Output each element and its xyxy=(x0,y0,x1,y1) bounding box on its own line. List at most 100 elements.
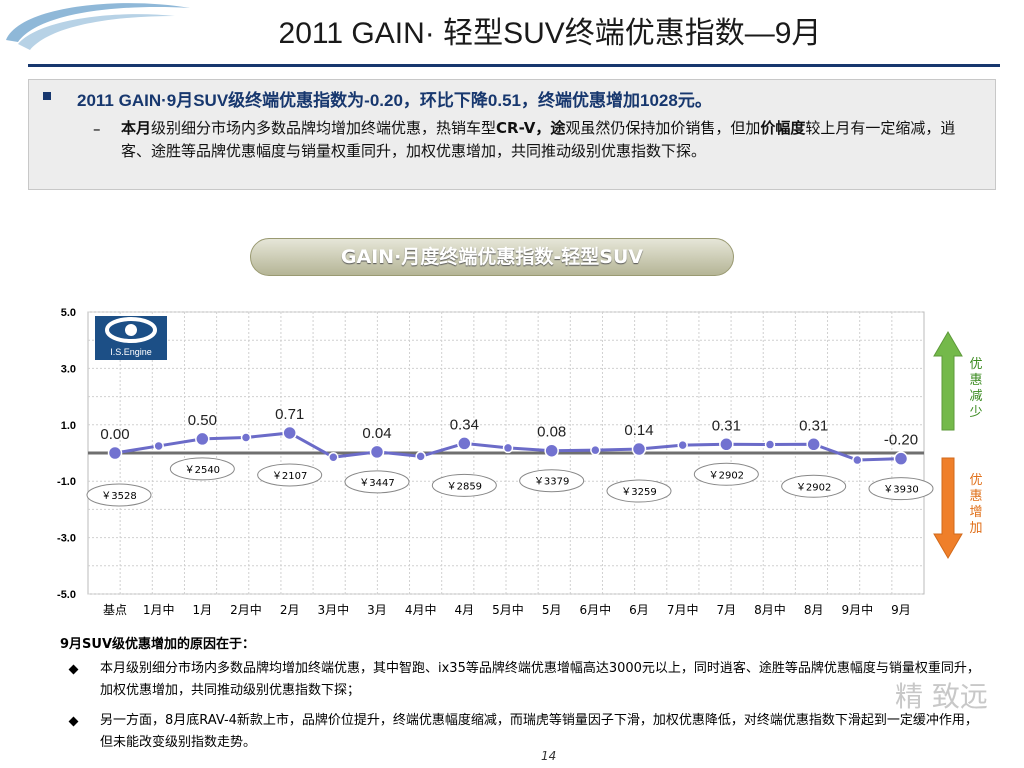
reason-text: 本月级别细分市场内多数品牌均增加终端优惠，其中智跑、ix35等品牌终端优惠增幅高… xyxy=(100,661,980,698)
y-tick-label: -3.0 xyxy=(57,533,76,545)
arrow-down-icon xyxy=(933,457,963,559)
data-point xyxy=(852,454,863,466)
price-bubble xyxy=(519,469,585,493)
summary-detail-bold-1: 本月 xyxy=(121,119,152,137)
x-tick-label: 1月中 xyxy=(143,602,175,617)
chart-axes: 5.0 3.0 1.0 -1.0 -3.0 -5.0 基点 1月中 1月 2月中 2月 3月中 3月 4月… xyxy=(57,307,924,617)
price-bubble xyxy=(257,463,323,487)
summary-dash: – xyxy=(93,120,101,138)
summary-box: 2011 GAIN·9月SUV级终端优惠指数为-0.20，环比下降0.51，终端… xyxy=(28,79,996,190)
side-label-top: 减 xyxy=(969,389,982,404)
price-label: ￥2902 xyxy=(796,482,831,493)
slide-title: 2011 GAIN· 轻型SUV终端优惠指数—9月 xyxy=(278,17,822,50)
side-label-top: 少 xyxy=(969,405,982,420)
summary-detail-text-2: 观虽然仍保持加价销售，但加 xyxy=(565,119,761,137)
data-point xyxy=(369,444,385,460)
price-label: ￥2859 xyxy=(447,481,482,492)
summary-detail-bold-2: CR-V，途 xyxy=(496,119,566,137)
price-label: ￥3447 xyxy=(359,478,394,489)
data-point xyxy=(240,432,252,443)
side-arrows xyxy=(933,331,963,559)
summary-detail: 本月级别细分市场内多数品牌均增加终端优惠，热销车型CR-V，途观虽然仍保持加价销… xyxy=(121,117,981,163)
price-bubble xyxy=(868,477,934,501)
x-tick-label: 6月中 xyxy=(580,602,612,617)
price-bubble xyxy=(86,483,152,507)
summary-detail-text-3: 较上月有一定缩减，逍客、途胜等品牌优惠幅度与销量权重同升，加权优惠增加，共同推动… xyxy=(121,119,956,160)
line-chart: 5.0 3.0 1.0 -1.0 -3.0 -5.0 基点 1月中 1月 2月中 2月 3月中 3月 4月… xyxy=(57,307,982,617)
price-label: ￥3528 xyxy=(101,491,136,502)
price-label: ￥2540 xyxy=(185,465,220,476)
y-tick-label: 1.0 xyxy=(61,420,76,432)
price-bubble xyxy=(169,457,235,481)
side-label-bottom: 优 xyxy=(969,473,982,488)
side-label-top: 惠 xyxy=(969,373,982,388)
data-label: 0.14 xyxy=(624,422,653,439)
y-tick-label: 3.0 xyxy=(61,363,76,375)
x-tick-label: 9月中 xyxy=(842,602,874,617)
price-label: ￥3379 xyxy=(534,477,569,488)
data-labels: 0.00 0.50 0.71 0.04 0.34 0.08 0.14 0.31 0.31 -0.2… xyxy=(100,406,918,449)
data-point xyxy=(282,425,297,441)
series-line xyxy=(107,425,909,466)
price-bubble xyxy=(606,479,672,503)
x-tick-label: 9月 xyxy=(891,603,911,617)
data-label: 0.31 xyxy=(799,417,828,434)
data-point xyxy=(107,445,123,461)
data-point xyxy=(806,437,821,452)
data-label: -0.20 xyxy=(884,432,918,449)
x-tick-label: 7月中 xyxy=(667,602,699,617)
x-tick-label: 4月 xyxy=(455,603,475,617)
x-tick-label: 5月 xyxy=(542,603,562,617)
x-tick-label: 基点 xyxy=(103,603,127,617)
x-tick-label: 2月 xyxy=(280,603,300,617)
data-label: 0.71 xyxy=(275,406,304,423)
side-label-top: 优 xyxy=(969,357,982,372)
price-label: ￥2107 xyxy=(272,471,307,482)
data-point xyxy=(893,451,909,466)
side-label-bottom: 惠 xyxy=(969,489,982,504)
data-point xyxy=(677,439,688,451)
x-tick-label: 3月中 xyxy=(318,602,350,617)
engine-logo: I.S.Engine xyxy=(95,316,167,360)
data-point xyxy=(590,444,601,456)
price-bubble xyxy=(431,473,497,497)
data-label: 0.50 xyxy=(188,412,217,429)
summary-detail-text-1: 级别细分市场内多数品牌均增加终端优惠，热销车型 xyxy=(151,119,497,137)
price-bubble xyxy=(781,474,847,498)
data-point xyxy=(457,436,472,451)
arrow-up-icon xyxy=(933,331,963,431)
data-point xyxy=(328,451,339,463)
chart-title: GAIN·月度终端优惠指数-轻型SUV xyxy=(250,238,734,276)
data-label: 0.00 xyxy=(100,426,129,443)
price-bubble xyxy=(693,462,759,486)
data-point xyxy=(719,437,734,452)
y-tick-label: 5.0 xyxy=(61,307,76,319)
price-label: ￥2902 xyxy=(709,470,744,481)
price-label: ￥3930 xyxy=(883,485,918,496)
x-tick-label: 7月 xyxy=(717,603,737,617)
data-label: 0.34 xyxy=(450,416,479,433)
diamond-bullet-icon xyxy=(68,664,79,675)
side-label-bottom: 增 xyxy=(969,505,982,520)
price-bubble xyxy=(344,470,410,494)
data-point xyxy=(415,451,426,462)
y-tick-label: -1.0 xyxy=(57,476,76,488)
page-number: 14 xyxy=(541,749,557,763)
x-tick-label: 2月中 xyxy=(230,602,262,617)
x-tick-label: 8月 xyxy=(804,603,824,617)
side-label-bottom: 加 xyxy=(969,521,982,536)
data-point xyxy=(764,439,776,450)
data-label: 0.08 xyxy=(537,424,566,441)
y-tick-label: -5.0 xyxy=(57,589,76,601)
engine-logo-text: I.S.Engine xyxy=(110,347,152,357)
x-tick-label: 5月中 xyxy=(492,602,524,617)
x-tick-label: 3月 xyxy=(367,603,387,617)
price-label: ￥3259 xyxy=(621,487,656,498)
summary-headline: 2011 GAIN·9月SUV级终端优惠指数为-0.20，环比下降0.51，终端… xyxy=(77,91,712,110)
x-tick-label: 6月 xyxy=(629,603,649,617)
data-point xyxy=(631,441,647,457)
data-point xyxy=(544,443,559,458)
reason-text: 另一方面，8月底RAV-4新款上市，品牌价位提升，终端优惠幅度缩减，而瑞虎等销量… xyxy=(100,713,978,750)
logo-swoosh xyxy=(6,3,190,50)
summary-bullet xyxy=(43,92,51,100)
